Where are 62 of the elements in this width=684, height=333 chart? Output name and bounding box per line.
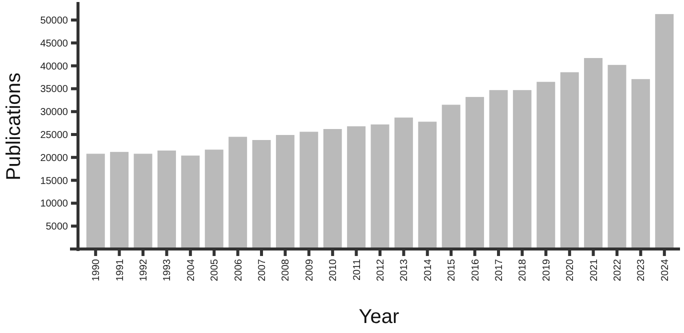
bar [204,150,224,249]
y-tick-label: 35000 [40,84,68,96]
bar [418,122,437,249]
x-axis-title: Year [358,306,400,328]
bar [394,118,413,249]
y-tick-label: 50000 [40,16,68,27]
bar [134,154,152,249]
bar [157,150,176,249]
bar [370,124,390,249]
y-tick-label: 15000 [40,176,68,187]
x-tick-label: 2015 [446,258,458,282]
x-tick-label: 2022 [612,258,624,282]
x-tick-label: 2005 [210,258,221,282]
x-tick-label: 1991 [114,258,126,282]
y-tick-label: 45000 [40,38,68,50]
bar [560,72,579,249]
x-tick-label: 1990 [91,258,102,282]
bar [631,79,650,249]
x-tick-label: 1992 [138,258,150,282]
bar [276,134,294,249]
bar [347,126,366,249]
bar [584,58,603,249]
x-tick-label: 2021 [588,258,600,282]
bar [608,64,626,249]
x-tick-label: 2018 [518,258,529,282]
y-tick-label: 5000 [46,222,68,233]
bar [110,152,129,249]
y-axis-title: Publications [3,72,25,180]
x-tick-label: 1993 [162,258,174,282]
bar [323,129,342,249]
x-tick-label: 2023 [636,258,648,282]
y-tick-label: 30000 [40,107,68,118]
bar [300,132,318,249]
bar [512,90,532,249]
bar [489,90,508,249]
x-tick-label: 2004 [186,258,197,282]
y-tick-label: 10000 [40,198,68,210]
x-tick-label: 2014 [422,258,434,282]
bar [655,14,674,249]
x-tick-label: 2010 [328,258,340,282]
bar [442,104,460,249]
x-tick-label: 2009 [304,258,316,282]
x-tick-label: 2019 [541,258,552,282]
x-tick-label: 2012 [376,258,386,282]
bar [86,154,105,249]
bar [252,140,271,249]
x-tick-label: 2013 [399,258,410,282]
bar [181,156,200,249]
bar [466,96,484,249]
y-tick-label: 20000 [40,152,68,164]
x-tick-label: 2011 [352,258,363,281]
bar [536,82,556,249]
y-tick-label: 40000 [40,61,68,72]
x-tick-label: 2007 [257,258,268,282]
x-tick-label: 2020 [565,258,576,282]
x-tick-label: 2017 [494,258,505,282]
x-tick-label: 2024 [660,258,671,282]
y-tick-label: 25000 [40,130,68,142]
x-tick-label: 2006 [233,258,244,282]
x-tick-label: 2016 [470,258,482,282]
x-tick-label: 2008 [280,258,292,282]
bar [228,136,248,249]
